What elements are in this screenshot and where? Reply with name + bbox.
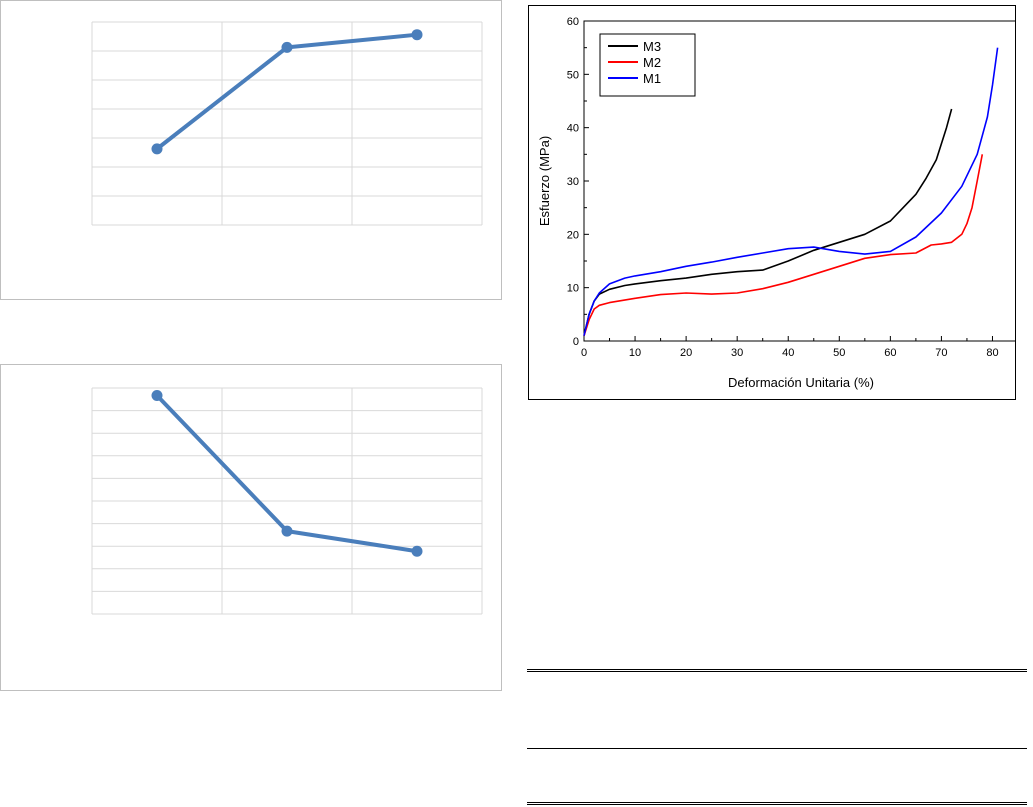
line-chart-bottom-left — [0, 364, 502, 691]
stress-strain-chart: 0 10 20 30 40 50 60 70 80 0 10 20 30 40 50 60 Deformació… — [528, 5, 1016, 400]
x-tick-label: 80 — [986, 347, 998, 359]
x-tick-label: 20 — [680, 347, 692, 359]
series-line-m1 — [583, 47, 999, 336]
y-tick-label: 10 — [567, 283, 579, 295]
series-line-m2 — [583, 154, 984, 336]
data-point — [281, 41, 293, 53]
data-point — [151, 143, 163, 155]
line-chart-top-left — [0, 0, 502, 300]
y-tick-label: 30 — [567, 176, 579, 188]
table-bottom-rule — [527, 802, 1027, 805]
table-top-rule — [527, 669, 1027, 672]
legend-label-m3: M3 — [643, 39, 661, 54]
data-point — [411, 545, 423, 557]
legend-box — [599, 33, 696, 97]
y-tick-label: 60 — [567, 16, 579, 28]
data-point — [151, 390, 163, 402]
x-tick-label: 10 — [629, 347, 641, 359]
y-tick-label: 50 — [567, 69, 579, 81]
x-tick-label: 60 — [884, 347, 896, 359]
x-tick-label: 0 — [581, 347, 587, 359]
chart-plot-area — [91, 387, 483, 615]
legend-label-m2: M2 — [643, 55, 661, 70]
y-tick-label: 40 — [567, 123, 579, 135]
legend-label-m1: M1 — [643, 71, 661, 86]
data-point — [281, 525, 293, 537]
chart-plot-area: 0 10 20 30 40 50 60 70 80 0 10 20 30 40 50 60 Deformació… — [537, 16, 1015, 390]
chart-plot-area — [91, 21, 483, 226]
data-point — [411, 29, 423, 41]
x-tick-label: 50 — [833, 347, 845, 359]
table-middle-rule — [527, 748, 1027, 749]
x-axis-label: Deformación Unitaria (%) — [728, 375, 874, 390]
x-tick-label: 30 — [731, 347, 743, 359]
x-tick-label: 70 — [935, 347, 947, 359]
series-line-m3 — [583, 108, 953, 336]
y-tick-label: 0 — [573, 336, 579, 348]
y-tick-label: 20 — [567, 229, 579, 241]
x-tick-label: 40 — [782, 347, 794, 359]
y-axis-label: Esfuerzo (MPa) — [537, 136, 552, 226]
